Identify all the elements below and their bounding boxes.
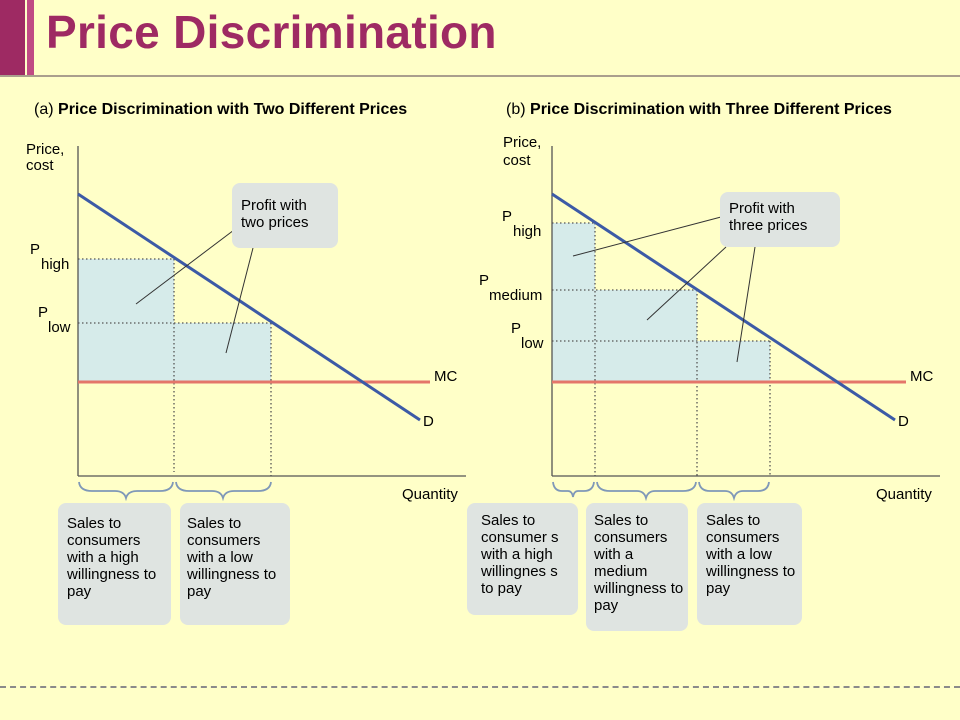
panel-b-profit-medium [595, 290, 697, 382]
panel-a-p-high-sub: high [41, 256, 70, 273]
panel-a-p-low: P [38, 304, 49, 321]
panel-b-group-medium: Sales to consumers with a medium willing… [586, 503, 688, 631]
panel-b-mc-label: MC [910, 368, 934, 385]
panel-b-group-high: Sales to consumer s with a high willingn… [467, 503, 578, 615]
panel-a-pointer-1 [135, 229, 235, 305]
panel-a-profit-callout: Profit with two prices [232, 183, 338, 248]
panel-b-profit-callout: Profit with three prices [720, 192, 840, 247]
panel-a-profit-high [78, 259, 174, 382]
panel-b-prefix: (b) [506, 101, 526, 118]
panel-a-demand-line [77, 192, 421, 422]
panel-a-p-low-sub: low [48, 319, 71, 336]
panel-b-title-text: Price Discrimination with Three Differen… [530, 101, 892, 118]
panel-b-y-label-1: Price, [503, 134, 542, 151]
panel-a-y-label-1: Price, [26, 141, 65, 158]
title-divider [0, 75, 960, 77]
footer-divider [0, 686, 960, 688]
title-accent-bar-light [27, 0, 34, 77]
panel-a-p-high: P [30, 241, 41, 258]
panel-a-pointer-2 [225, 247, 254, 354]
panel-a-profit-low [174, 323, 271, 382]
panel-b-p-medium-sub: medium [489, 287, 543, 304]
panel-a-mc-label: MC [434, 368, 458, 385]
panel-b-pointer-2 [646, 246, 727, 321]
panel-a-x-label: Quantity [402, 486, 458, 503]
panel-a-title: (a) Price Discrimination with Two Differ… [34, 101, 407, 119]
panel-b-pointer-3 [736, 246, 756, 363]
page-title: Price Discrimination [46, 6, 497, 58]
panel-a-title-text: Price Discrimination with Two Different … [58, 101, 408, 118]
panel-b-group-low: Sales to consumers with a low willingnes… [697, 503, 802, 625]
panel-b-y-label-2: cost [503, 152, 531, 169]
panel-b-d-label: D [898, 413, 909, 430]
panel-a-guides [78, 258, 272, 476]
panel-a-d-label: D [423, 413, 434, 430]
panel-b-title: (b) Price Discrimination with Three Diff… [506, 101, 892, 119]
panel-b-p-medium: P [479, 272, 490, 289]
panel-a-y-label-2: cost [26, 157, 54, 174]
panel-b-profit-high [552, 223, 595, 382]
panel-b-x-label: Quantity [876, 486, 932, 503]
panel-b-p-high-sub: high [513, 223, 542, 240]
panel-a-group-high: Sales to consumers with a high willingne… [58, 503, 171, 625]
panel-b-profit-low [697, 341, 770, 382]
panel-b-p-high: P [502, 208, 513, 225]
panel-a-group-low: Sales to consumers with a low willingnes… [180, 503, 290, 625]
panel-a-braces [78, 481, 272, 502]
panel-b-demand-line [551, 192, 896, 422]
panel-b-pointer-1 [572, 216, 722, 257]
panel-a-prefix: (a) [34, 101, 54, 118]
title-accent-bar [0, 0, 25, 77]
panel-b-p-low-sub: low [521, 335, 544, 352]
panel-b-braces [552, 481, 770, 502]
panel-b-p-low: P [511, 320, 522, 337]
